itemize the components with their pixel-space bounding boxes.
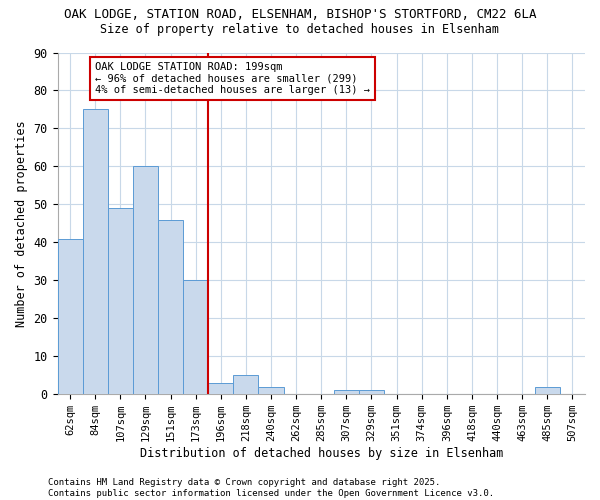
Bar: [535, 386, 560, 394]
Bar: [158, 220, 183, 394]
Bar: [233, 375, 259, 394]
Bar: [334, 390, 359, 394]
Y-axis label: Number of detached properties: Number of detached properties: [15, 120, 28, 326]
Text: Contains HM Land Registry data © Crown copyright and database right 2025.
Contai: Contains HM Land Registry data © Crown c…: [48, 478, 494, 498]
X-axis label: Distribution of detached houses by size in Elsenham: Distribution of detached houses by size …: [140, 447, 503, 460]
Text: OAK LODGE, STATION ROAD, ELSENHAM, BISHOP'S STORTFORD, CM22 6LA: OAK LODGE, STATION ROAD, ELSENHAM, BISHO…: [64, 8, 536, 20]
Bar: [208, 383, 233, 394]
Text: Size of property relative to detached houses in Elsenham: Size of property relative to detached ho…: [101, 22, 499, 36]
Bar: [83, 110, 108, 394]
Bar: [108, 208, 133, 394]
Bar: [133, 166, 158, 394]
Bar: [58, 238, 83, 394]
Text: OAK LODGE STATION ROAD: 199sqm
← 96% of detached houses are smaller (299)
4% of : OAK LODGE STATION ROAD: 199sqm ← 96% of …: [95, 62, 370, 95]
Bar: [183, 280, 208, 394]
Bar: [259, 386, 284, 394]
Bar: [359, 390, 384, 394]
